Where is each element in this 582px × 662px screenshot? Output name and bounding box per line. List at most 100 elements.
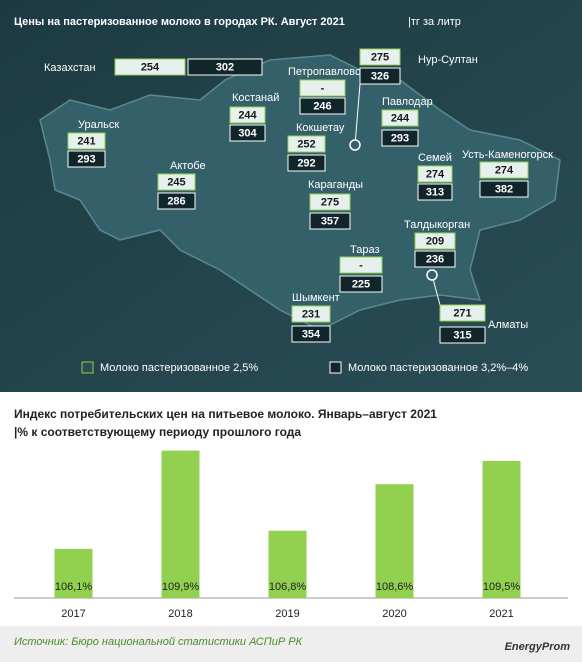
value-label: 106,1% <box>55 581 93 593</box>
value-text: 252 <box>297 138 315 150</box>
x-tick-label: 2017 <box>61 608 85 620</box>
city-label: Караганды <box>308 179 363 191</box>
value-text: 241 <box>77 135 95 147</box>
value-box-light <box>359 48 401 66</box>
title: Цены на пастеризованное молоко в городах… <box>14 16 345 28</box>
value-box-dark <box>359 67 401 85</box>
city-label: Тараз <box>350 244 380 256</box>
city-label: Уральск <box>78 119 119 131</box>
x-tick-label: 2018 <box>168 608 192 620</box>
value-text: 357 <box>321 215 339 227</box>
pointer <box>354 83 361 146</box>
bar <box>161 450 200 598</box>
value-text: 209 <box>426 235 444 247</box>
city-label: Усть-Каменогорск <box>462 149 553 161</box>
value-text: 354 <box>302 328 321 340</box>
value-box-dark <box>229 124 266 142</box>
bar <box>482 460 521 598</box>
value-text: 292 <box>297 157 315 169</box>
value-box-dark <box>291 325 331 343</box>
bar <box>268 530 307 598</box>
value-box-dark <box>67 150 106 168</box>
value-box-dark <box>381 129 419 147</box>
value-text: 236 <box>426 253 444 265</box>
unit: |тг за литр <box>408 16 461 28</box>
value-text: 293 <box>391 132 409 144</box>
value-box-dark <box>439 326 486 344</box>
x-tick-label: 2020 <box>382 608 406 620</box>
value-text: 231 <box>302 308 320 320</box>
value-box-light <box>479 161 529 179</box>
value-text: 275 <box>371 51 389 63</box>
value-box-dark <box>157 192 196 210</box>
city-label: Шымкент <box>292 292 340 304</box>
value-box-light <box>417 165 453 183</box>
city-label: Павлодар <box>382 96 433 108</box>
value-box-dark <box>414 250 456 268</box>
footer <box>0 626 582 662</box>
x-tick-label: 2021 <box>489 608 513 620</box>
city-label: Кокшетау <box>296 122 345 134</box>
value-box-dark <box>309 212 351 230</box>
value-box-light <box>439 304 486 322</box>
value-text: 244 <box>391 112 410 124</box>
value-text: 225 <box>352 278 370 290</box>
value-box-dark <box>187 58 263 76</box>
legend-swatch <box>81 361 94 374</box>
city-label: Семей <box>418 152 452 164</box>
value-text: 382 <box>495 183 513 195</box>
value-label: 109,9% <box>162 581 200 593</box>
value-text: - <box>359 259 363 271</box>
x-tick-label: 2019 <box>275 608 299 620</box>
value-label: 109,5% <box>483 581 521 593</box>
country-label: Казахстан <box>44 62 96 74</box>
value-text: 302 <box>216 61 234 73</box>
value-text: - <box>321 82 325 94</box>
legend-label: Молоко пастеризованное 2,5% <box>100 362 258 374</box>
legend-label: Молоко пастеризованное 3,2%–4% <box>348 362 528 374</box>
value-text: 313 <box>426 186 444 198</box>
value-text: 254 <box>141 61 160 73</box>
value-text: 246 <box>313 100 331 112</box>
city-marker <box>426 269 438 281</box>
logo: EnergyProm <box>505 641 571 653</box>
value-text: 245 <box>167 176 185 188</box>
value-box-light <box>287 135 326 153</box>
value-text: 293 <box>77 153 95 165</box>
value-text: 315 <box>453 329 471 341</box>
city-label: Костанай <box>232 92 279 104</box>
value-text: 286 <box>167 195 185 207</box>
value-label: 106,8% <box>269 581 307 593</box>
value-text: 244 <box>238 109 257 121</box>
value-text: 274 <box>495 164 514 176</box>
chart-title: Индекс потребительских цен на питьевое м… <box>14 407 437 439</box>
value-box-dark <box>479 180 529 198</box>
value-text: 274 <box>426 168 445 180</box>
bar <box>54 548 93 598</box>
city-label: Талдыкорган <box>404 219 470 231</box>
value-text: 326 <box>371 70 389 82</box>
value-box-light <box>114 58 186 76</box>
city-label: Нур-Султан <box>418 54 478 66</box>
value-box-dark <box>417 183 453 201</box>
value-box-dark <box>287 154 326 172</box>
value-text: 271 <box>453 307 471 319</box>
city-label: Алматы <box>488 319 528 331</box>
value-box-light <box>157 173 196 191</box>
value-box-light <box>381 109 419 127</box>
value-box-light <box>67 132 106 150</box>
value-box-light <box>309 193 351 211</box>
value-box-light <box>299 79 346 97</box>
value-box-light <box>229 106 266 124</box>
value-text: 304 <box>238 127 257 139</box>
value-box-light <box>339 256 383 274</box>
value-box-dark <box>299 97 346 115</box>
value-box-dark <box>339 275 383 293</box>
source: Источник: Бюро национальной статистики А… <box>14 636 303 648</box>
value-box-light <box>291 305 331 323</box>
city-marker <box>349 139 361 151</box>
legend-swatch <box>329 361 342 374</box>
city-label: Петропавловск <box>288 66 365 78</box>
